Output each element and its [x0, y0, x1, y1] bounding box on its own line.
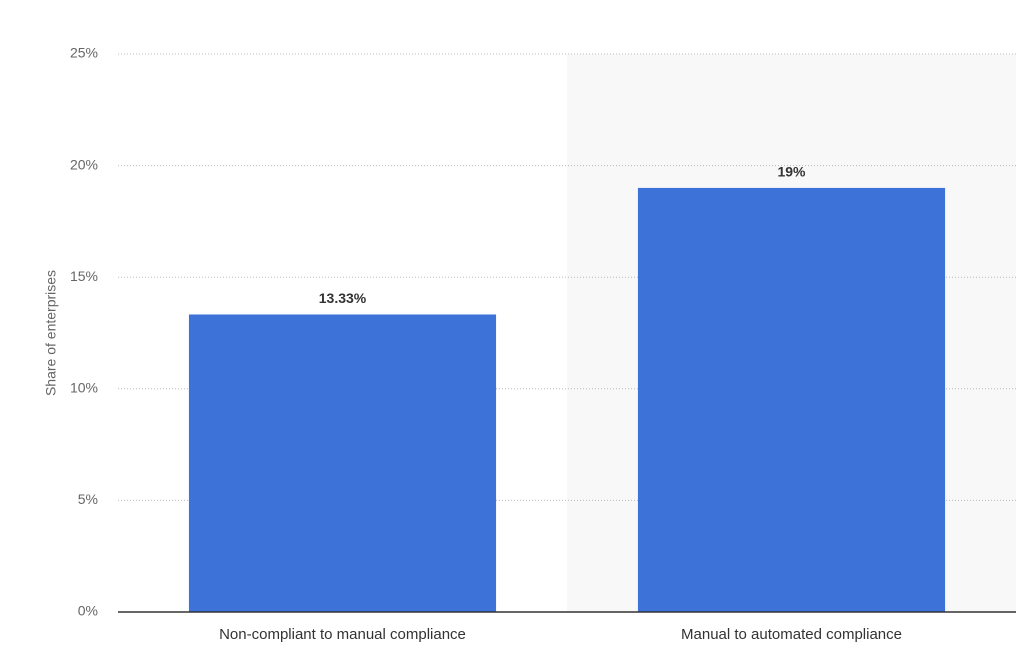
- y-axis-label: Share of enterprises: [43, 270, 59, 396]
- x-tick-label: Manual to automated compliance: [681, 626, 902, 643]
- value-label: 19%: [777, 164, 806, 180]
- x-tick-label: Non-compliant to manual compliance: [219, 626, 466, 643]
- bar: [188, 314, 497, 612]
- y-tick-label: 0%: [78, 603, 98, 619]
- y-tick-label: 15%: [70, 268, 98, 284]
- y-tick-label: 20%: [70, 156, 98, 172]
- bar: [637, 187, 946, 613]
- value-label: 13.33%: [319, 290, 367, 306]
- y-tick-label: 25%: [70, 45, 98, 61]
- y-tick-label: 10%: [70, 380, 98, 396]
- y-tick-label: 5%: [78, 491, 98, 507]
